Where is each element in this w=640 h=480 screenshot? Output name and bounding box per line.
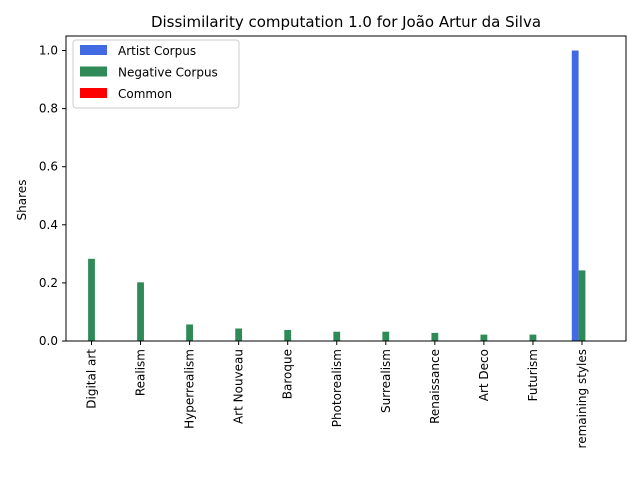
x-tick-label: Photorealism [330,349,344,427]
bar-negative-corpus-7 [431,332,439,341]
chart-title: Dissimilarity computation 1.0 for João A… [151,13,541,31]
y-tick-label: 0.0 [39,334,58,348]
y-tick-label: 1.0 [39,44,58,58]
legend-label-negative-corpus: Negative Corpus [118,66,218,80]
x-tick-label: remaining styles [575,349,589,448]
bar-negative-corpus-5 [333,331,341,341]
x-ticks: Digital art Realism Hyperrealism Art Nouvea… [85,341,589,448]
bar-negative-corpus-10 [578,270,586,341]
x-tick-label: Baroque [281,349,295,399]
legend-swatch-negative-corpus [80,66,107,77]
x-tick-label: Digital art [85,349,99,409]
x-tick-label: Art Nouveau [232,349,246,424]
legend-label-artist-corpus: Artist Corpus [118,44,196,58]
x-tick-label: Hyperrealism [183,349,197,429]
y-tick-label: 0.6 [39,160,58,174]
bar-negative-corpus-9 [529,334,537,341]
legend: Artist Corpus Negative Corpus Common [72,39,240,109]
plot-frame [65,35,627,342]
bar-negative-corpus-4 [284,329,292,341]
bars-layer [88,50,586,342]
x-tick-label: Art Deco [477,349,491,401]
x-tick-label: Futurism [526,349,540,401]
legend-label-common: Common [118,87,172,101]
legend-swatch-artist-corpus [80,45,107,55]
y-axis-label: Shares [15,180,29,221]
bar-negative-corpus-2 [186,324,193,341]
legend-box [72,39,240,109]
x-tick-label: Realism [134,349,148,396]
y-tick-label: 0.8 [39,102,58,116]
y-tick-label: 0.4 [39,218,58,232]
bar-negative-corpus-0 [88,258,95,341]
bar-negative-corpus-6 [382,331,390,341]
bar-artist-corpus-10 [571,50,579,342]
y-ticks: 0.0 0.2 0.4 0.6 0.8 1.0 [39,44,66,348]
y-tick-label: 0.2 [39,276,58,290]
bar-negative-corpus-3 [235,328,243,341]
legend-swatch-common [80,88,107,98]
bar-negative-corpus-8 [480,334,488,341]
x-tick-label: Surrealism [379,349,393,413]
bar-negative-corpus-1 [137,282,144,341]
x-tick-label: Renaissance [428,349,442,424]
